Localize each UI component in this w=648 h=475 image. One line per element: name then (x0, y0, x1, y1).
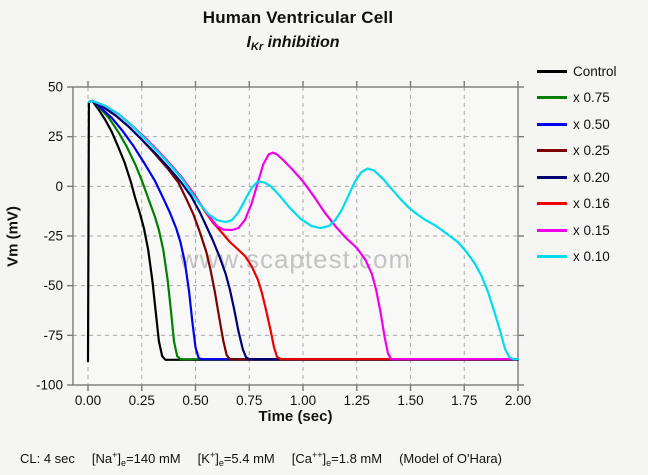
x-tick-label: 2.00 (505, 393, 531, 408)
legend-item-control: Control (537, 58, 647, 85)
legend-item-x-0-25: x 0.25 (537, 138, 647, 165)
footer-parameters: CL: 4 sec [Na+]e=140 mM [K+]e=5.4 mM [Ca… (20, 447, 640, 469)
legend-label: Control (573, 63, 617, 79)
series-x-0-25 (88, 99, 520, 361)
legend-item-x-0-50: x 0.50 (537, 111, 647, 138)
y-tick-label: -75 (43, 328, 63, 343)
series-x-0-15 (88, 99, 520, 361)
potassium-concentration: [K+]e=5.4 mM (197, 449, 275, 468)
legend-label: x 0.10 (573, 249, 610, 265)
calcium-concentration: [Ca++]e=1.8 mM (291, 449, 383, 468)
y-tick-label: -100 (36, 378, 63, 393)
x-tick-label: 0.25 (129, 393, 155, 408)
series-x-0-50 (88, 99, 520, 361)
y-tick-label: 25 (48, 129, 63, 144)
legend-line-swatch (537, 228, 567, 232)
chart-title: Human Ventricular Cell (202, 8, 394, 27)
x-tick-label: 0.00 (75, 393, 101, 408)
legend-line-swatch (537, 122, 567, 126)
legend-line-swatch (537, 96, 567, 100)
y-tick-label: 50 (48, 80, 63, 95)
legend-label: x 0.25 (573, 143, 610, 159)
model-attribution: (Model of O'Hara) (399, 450, 502, 466)
series-control (86, 99, 520, 363)
subtitle-text: inhibition (263, 34, 340, 51)
legend-line-swatch (537, 202, 567, 206)
legend-label: x 0.75 (573, 90, 610, 106)
subtitle-current-subscript: Kr (250, 41, 264, 53)
sodium-concentration: [Na+]e=140 mM (91, 449, 181, 468)
legend-label: x 0.15 (573, 222, 610, 238)
legend-label: x 0.16 (573, 196, 610, 212)
subtitle-current-symbol: I (246, 34, 251, 51)
x-tick-label: 0.50 (182, 393, 208, 408)
legend-line-swatch (537, 175, 567, 179)
legend-line-swatch (537, 255, 567, 259)
legend-item-x-0-75: x 0.75 (537, 85, 647, 112)
x-tick-label: 1.25 (344, 393, 370, 408)
series-x-0-75 (88, 99, 520, 361)
y-tick-label: 0 (55, 179, 63, 194)
legend: Control x 0.75 x 0.50 x 0.25 x 0.20 x 0.16 x 0… (537, 58, 647, 270)
chart-subtitle: IKr inhibition (73, 34, 513, 53)
y-tick-label: -25 (43, 229, 63, 244)
x-tick-label: 0.75 (236, 393, 262, 408)
series-x-0-10 (88, 99, 520, 361)
x-tick-label: 1.00 (290, 393, 316, 408)
x-axis-label: Time (sec) (258, 408, 333, 425)
series-x-0-20 (88, 99, 520, 361)
x-tick-label: 1.75 (451, 393, 477, 408)
legend-label: x 0.50 (573, 116, 610, 132)
legend-item-x-0-10: x 0.10 (537, 244, 647, 271)
legend-line-swatch (537, 149, 567, 153)
legend-item-x-0-16: x 0.16 (537, 191, 647, 218)
watermark: www.scaptest.com (179, 244, 412, 274)
legend-item-x-0-15: x 0.15 (537, 217, 647, 244)
legend-item-x-0-20: x 0.20 (537, 164, 647, 191)
series-x-0-16 (88, 99, 520, 361)
legend-line-swatch (537, 69, 567, 73)
legend-label: x 0.20 (573, 169, 610, 185)
x-tick-label: 1.50 (397, 393, 423, 408)
cycle-length: CL: 4 sec (20, 450, 75, 466)
y-tick-label: -50 (43, 278, 63, 293)
